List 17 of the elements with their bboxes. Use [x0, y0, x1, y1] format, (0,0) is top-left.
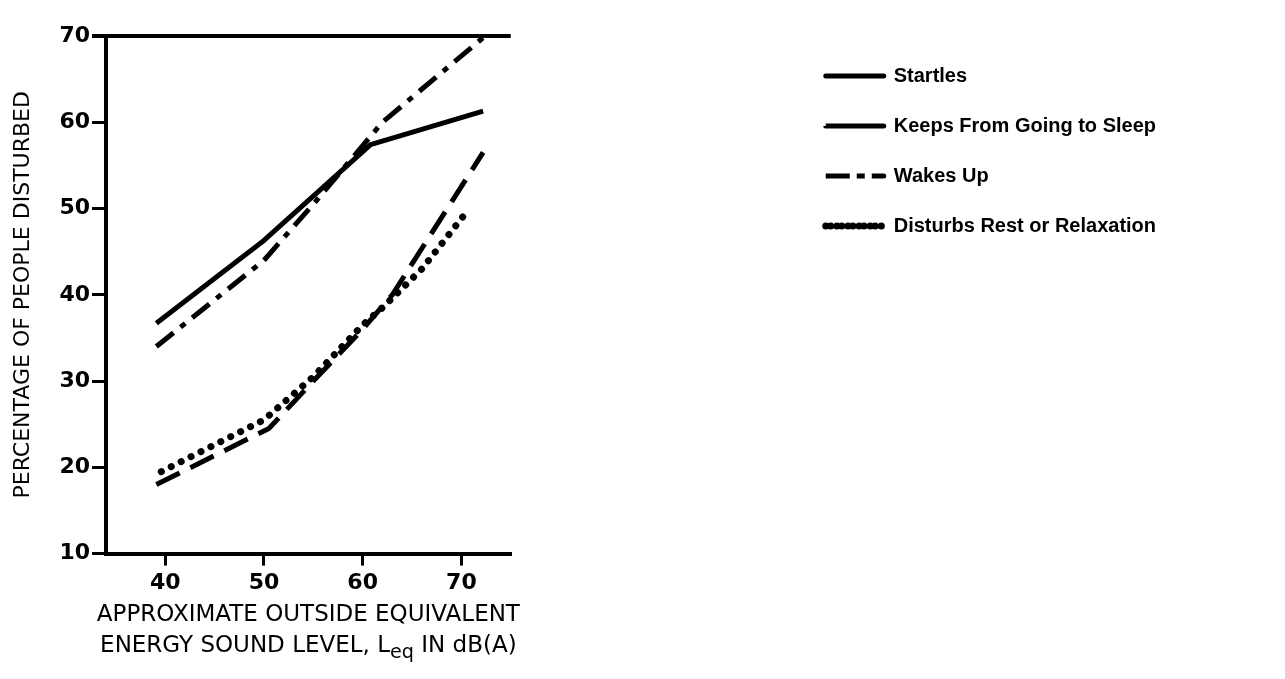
legend-label: Startles: [893, 63, 968, 86]
y-tick-label: 30: [59, 366, 90, 392]
legend-label: Keeps From Going to Sleep: [893, 113, 1157, 136]
y-tick-label: 70: [59, 21, 90, 47]
y-tick-label: 20: [59, 453, 90, 479]
legend-label: Wakes Up: [893, 163, 989, 186]
x-tick-label: 50: [248, 568, 280, 594]
x-tick-label: 60: [347, 568, 378, 594]
y-tick-label: 50: [59, 194, 90, 220]
y-axis-title: PERCENTAGE OF PEOPLE DISTURBED: [8, 91, 34, 499]
y-tick-label: 40: [59, 280, 90, 306]
y-tick-label: 60: [59, 107, 90, 133]
legend-label: Disturbs Rest or Relaxation: [893, 213, 1157, 236]
x-tick-label: 70: [446, 568, 477, 594]
x-tick-label: 40: [149, 568, 181, 594]
x-axis-title: APPROXIMATE OUTSIDE EQUIVALENT ENERGY SOUND LEVEL, L$_{eq}$ IN dB(A): [96, 599, 520, 665]
y-tick-label: 10: [59, 539, 90, 565]
